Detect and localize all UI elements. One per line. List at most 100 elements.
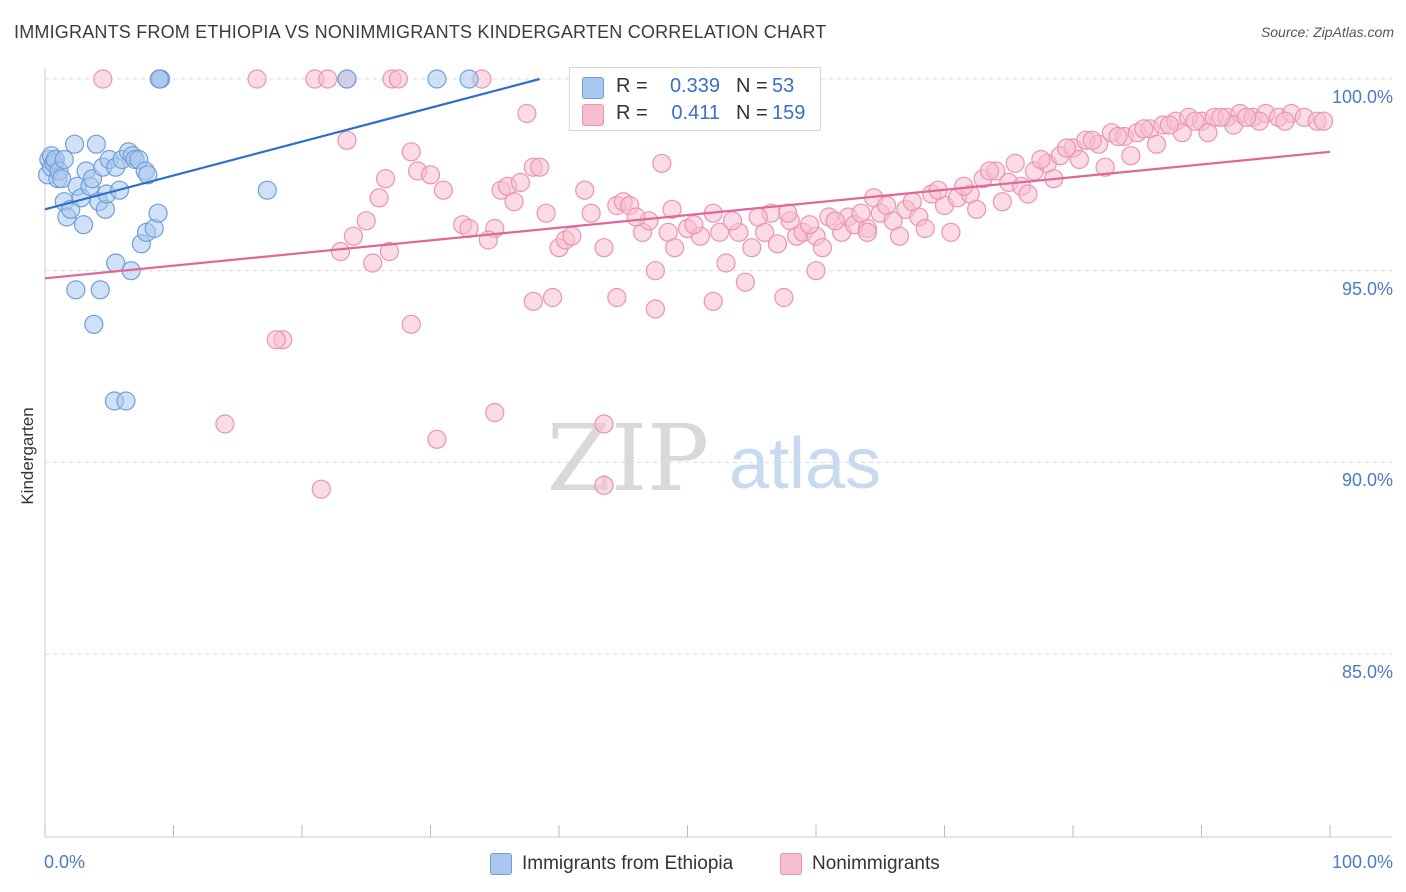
nonimmigrants-point bbox=[1159, 115, 1179, 135]
nonimmigrants-point bbox=[1031, 149, 1051, 170]
nonimmigrants-point bbox=[825, 211, 845, 231]
nonimmigrants-point bbox=[1146, 134, 1167, 154]
nonimmigrants-point bbox=[1121, 146, 1141, 166]
nonimmigrants-point bbox=[684, 215, 704, 235]
nonimmigrants-point bbox=[645, 299, 665, 319]
trend-lines bbox=[44, 77, 1331, 280]
chart-source: Source: ZipAtlas.com bbox=[1260, 24, 1394, 40]
y-axis-label: Kindergarten bbox=[18, 407, 37, 505]
nonimmigrants-point bbox=[363, 253, 383, 273]
nonimmigrants-point bbox=[915, 218, 935, 239]
ethiopia-point bbox=[257, 180, 277, 200]
ethiopia-point bbox=[66, 280, 86, 300]
nonimmigrants-point bbox=[356, 211, 376, 231]
nonimmigrants-point bbox=[774, 287, 794, 308]
nonimmigrants-point bbox=[330, 241, 351, 262]
legend-r-label: R = bbox=[616, 102, 648, 124]
nonimmigrants-point bbox=[1005, 153, 1025, 173]
nonimmigrants-point bbox=[318, 69, 338, 89]
bottom-legend-label: Nonimmigrants bbox=[812, 853, 940, 874]
nonimmigrants-point bbox=[1313, 111, 1334, 131]
nonimmigrants-point bbox=[337, 130, 357, 150]
ethiopia-point bbox=[459, 69, 479, 89]
nonimmigrants-point bbox=[311, 479, 331, 499]
nonimmigrants-point bbox=[459, 218, 479, 239]
legend-r-value: 0.411 bbox=[671, 102, 720, 124]
ethiopia-point bbox=[64, 134, 85, 154]
y-tick-label: 85.0% bbox=[1341, 662, 1393, 682]
nonimmigrants-point bbox=[427, 429, 447, 449]
nonimmigrants-point bbox=[93, 69, 113, 89]
nonimmigrants-point bbox=[967, 199, 987, 219]
nonimmigrants-point bbox=[1056, 138, 1077, 158]
nonimmigrants-point bbox=[735, 272, 755, 292]
nonimmigrants-point bbox=[594, 475, 614, 495]
watermark-atlas: atlas bbox=[729, 424, 881, 504]
ethiopia-point bbox=[73, 215, 94, 235]
nonimmigrants-point bbox=[857, 222, 878, 242]
bottom-legend-swatch-blue bbox=[490, 853, 512, 875]
nonimmigrants-point bbox=[1134, 119, 1154, 139]
nonimmigrants-point bbox=[247, 69, 267, 89]
nonimmigrants-point bbox=[1082, 130, 1102, 150]
axes bbox=[44, 68, 1392, 838]
ethiopia-point bbox=[90, 280, 110, 300]
nonimmigrants-point bbox=[877, 195, 897, 216]
nonimmigrants-points bbox=[93, 69, 1334, 499]
ethiopia-point bbox=[148, 203, 168, 223]
nonimmigrants-point bbox=[665, 238, 685, 258]
nonimmigrants-point bbox=[799, 215, 820, 235]
ethiopia-point bbox=[149, 69, 169, 89]
ethiopia-point bbox=[54, 149, 74, 170]
ethiopia-points bbox=[37, 69, 479, 411]
bottom-legend-swatch-pink bbox=[780, 853, 802, 875]
nonimmigrants-point bbox=[420, 165, 441, 185]
legend-r-value: 0.339 bbox=[669, 75, 720, 97]
nonimmigrants-point bbox=[510, 172, 531, 193]
nonimmigrants-point bbox=[581, 203, 601, 223]
nonimmigrants-point bbox=[742, 238, 762, 258]
nonimmigrants-point bbox=[851, 203, 871, 223]
nonimmigrants-point bbox=[716, 253, 736, 273]
y-tick-label: 100.0% bbox=[1331, 87, 1393, 107]
nonimmigrants-point bbox=[594, 414, 614, 434]
nonimmigrants-point bbox=[1198, 123, 1218, 143]
nonimmigrants-point bbox=[575, 180, 595, 200]
nonimmigrants-point bbox=[652, 153, 672, 173]
nonimmigrants-point bbox=[343, 226, 363, 246]
legend-n-label: N = bbox=[736, 102, 768, 124]
zipatlas-watermark: ZIP atlas bbox=[547, 405, 881, 512]
nonimmigrants-point bbox=[530, 157, 550, 177]
ethiopia-point bbox=[84, 314, 104, 334]
legend-n-value: 159 bbox=[772, 102, 806, 124]
nonimmigrants-point bbox=[889, 226, 910, 246]
nonimmigrants-point bbox=[517, 103, 537, 124]
legend-swatch-blue bbox=[582, 77, 604, 99]
nonimmigrants-point bbox=[662, 199, 682, 219]
nonimmigrants-point bbox=[941, 222, 961, 242]
legend-n-value: 53 bbox=[772, 75, 795, 97]
nonimmigrants-point bbox=[767, 234, 788, 254]
ethiopia-trendline bbox=[44, 77, 541, 211]
nonimmigrants-point bbox=[401, 314, 421, 334]
ethiopia-point bbox=[116, 391, 136, 411]
nonimmigrants-point bbox=[1108, 126, 1128, 147]
nonimmigrants-point bbox=[1275, 111, 1295, 131]
nonimmigrants-point bbox=[710, 222, 730, 242]
chart-title: IMMIGRANTS FROM ETHIOPIA VS NONIMMIGRANT… bbox=[14, 22, 827, 42]
nonimmigrants-point bbox=[1236, 107, 1257, 127]
nonimmigrants-point bbox=[215, 414, 235, 434]
nonimmigrants-point bbox=[1095, 157, 1115, 177]
nonimmigrants-point bbox=[266, 330, 286, 350]
nonimmigrants-point bbox=[722, 211, 743, 231]
nonimmigrants-point bbox=[1185, 111, 1205, 131]
nonimmigrants-point bbox=[607, 287, 627, 308]
nonimmigrants-point bbox=[812, 238, 833, 258]
x-tick-label-max: 100.0% bbox=[1331, 852, 1393, 872]
legend-r-label: R = bbox=[616, 75, 648, 97]
nonimmigrants-trendline bbox=[44, 150, 1331, 280]
stats-legend: R = 0.339 N = 53 R = 0.411 N = 159 bbox=[569, 67, 821, 131]
nonimmigrants-point bbox=[375, 169, 396, 189]
nonimmigrants-point bbox=[902, 192, 922, 212]
nonimmigrants-point bbox=[979, 161, 1000, 181]
